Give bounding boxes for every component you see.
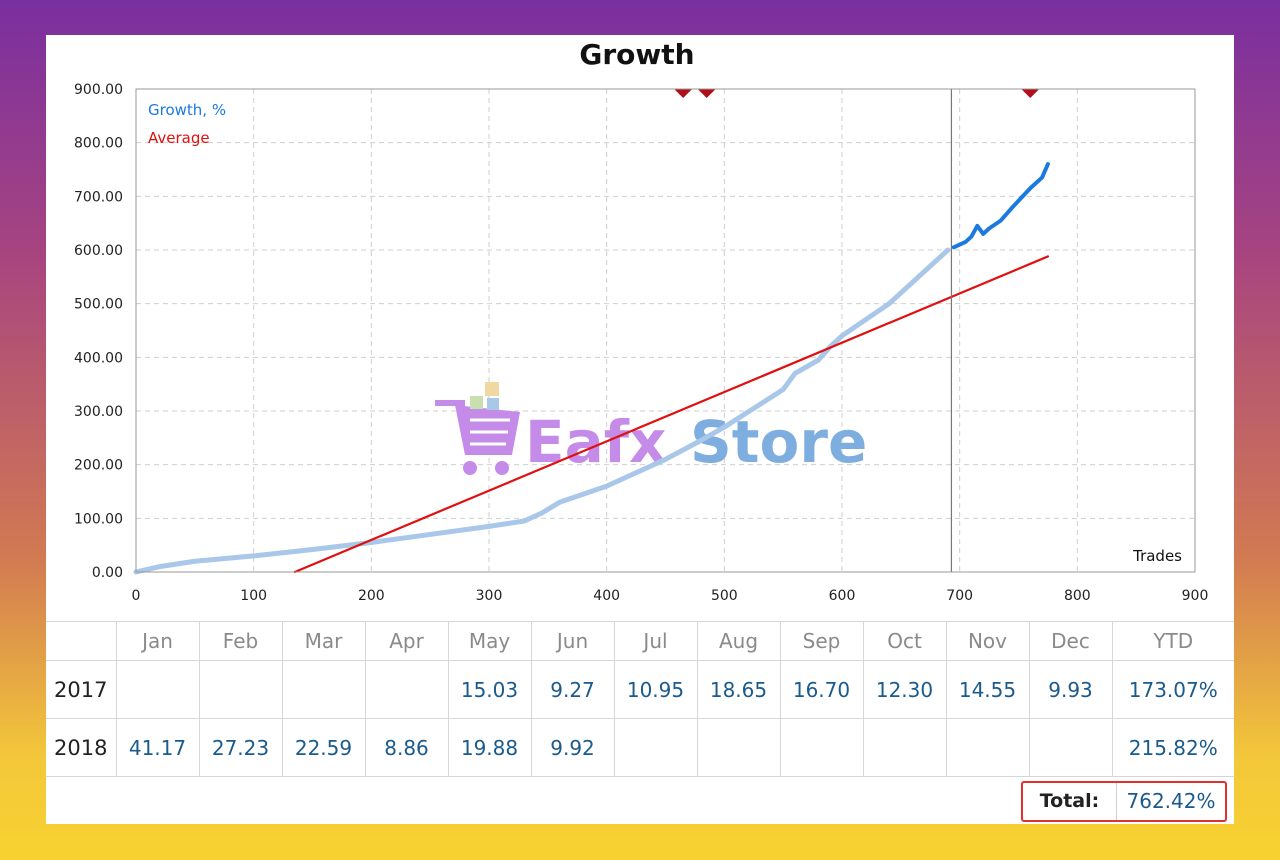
y-tick-label: 800.00 [74, 136, 123, 152]
x-tick-label: 100 [240, 588, 267, 604]
header-cell: Aug [696, 621, 781, 661]
total-row-spacer [46, 776, 1234, 823]
watermark-text-store: Store [690, 408, 867, 476]
header-cell: Dec [1028, 621, 1113, 661]
month-value-cell: 16.70 [779, 660, 864, 719]
month-value-cell: 9.92 [530, 718, 615, 777]
month-value-cell: 19.88 [447, 718, 532, 777]
total-value: 762.42% [1126, 789, 1216, 813]
total-row [46, 776, 1234, 823]
month-value-cell: 8.86 [364, 718, 449, 777]
legend-growth: Growth, % [148, 101, 226, 119]
header-cell: Oct [862, 621, 947, 661]
ytd-cell: 173.07% [1111, 660, 1234, 719]
total-label: Total: [1023, 783, 1117, 820]
y-tick-label: 900.00 [74, 82, 123, 98]
month-value-cell: 10.95 [613, 660, 698, 719]
x-axis-label: Trades [1132, 547, 1182, 565]
total-box: Total: 762.42% [1021, 781, 1227, 822]
header-cell: Nov [945, 621, 1030, 661]
header-cell: Sep [779, 621, 864, 661]
x-tick-label: 700 [946, 588, 973, 604]
y-tick-label: 0.00 [92, 565, 123, 581]
y-tick-label: 400.00 [74, 350, 123, 366]
x-tick-label: 500 [711, 588, 738, 604]
month-value-cell [198, 660, 283, 719]
header-cell: Mar [281, 621, 366, 661]
legend-average: Average [148, 129, 210, 147]
month-value-cell: 9.93 [1028, 660, 1113, 719]
growth-recent-line [951, 162, 1050, 250]
y-tick-label: 700.00 [74, 189, 123, 205]
table-row: 2018 41.17 27.23 22.59 8.86 19.88 9.92 2… [46, 718, 1234, 777]
x-tick-label: 600 [829, 588, 856, 604]
x-tick-label: 0 [132, 588, 141, 604]
monthly-growth-table: Jan Feb Mar Apr May Jun Jul Aug Sep Oct … [46, 621, 1234, 823]
x-tick-label: 200 [358, 588, 385, 604]
trade-marker-icon [697, 89, 716, 98]
x-tick-label: 400 [593, 588, 620, 604]
month-value-cell [696, 718, 781, 777]
header-cell [46, 621, 117, 661]
chart-grid [136, 89, 1195, 572]
y-tick-label: 300.00 [74, 404, 123, 420]
month-value-cell: 15.03 [447, 660, 532, 719]
average-line [293, 255, 1050, 574]
month-value-cell [281, 660, 366, 719]
month-value-cell [945, 718, 1030, 777]
y-tick-label: 100.00 [74, 511, 123, 527]
growth-chart: 0.00 100.00 200.00 300.00 400.00 500.00 600.00… [74, 82, 1209, 604]
y-axis-ticks: 0.00 100.00 200.00 300.00 400.00 500.00 600.00… [74, 82, 123, 581]
header-cell: Feb [198, 621, 283, 661]
trade-markers [674, 89, 1040, 98]
month-value-cell: 9.27 [530, 660, 615, 719]
month-value-cell: 22.59 [281, 718, 366, 777]
header-cell: YTD [1111, 621, 1234, 661]
month-value-cell [1028, 718, 1113, 777]
growth-history-line [133, 247, 951, 575]
x-tick-label: 900 [1182, 588, 1209, 604]
cart-logo-icon [435, 382, 520, 475]
y-tick-label: 500.00 [74, 297, 123, 313]
month-value-cell [862, 718, 947, 777]
month-value-cell [364, 660, 449, 719]
table-row: 2017 15.03 9.27 10.95 18.65 16.70 12.30 … [46, 660, 1234, 719]
trade-marker-icon [674, 89, 693, 98]
table-header-row: Jan Feb Mar Apr May Jun Jul Aug Sep Oct … [46, 621, 1234, 661]
header-cell: Jan [115, 621, 200, 661]
month-value-cell [779, 718, 864, 777]
y-tick-label: 200.00 [74, 458, 123, 474]
y-tick-label: 600.00 [74, 243, 123, 259]
x-axis-ticks: 0 100 200 300 400 500 600 700 800 900 [132, 588, 1209, 604]
month-value-cell [115, 660, 200, 719]
header-cell: Apr [364, 621, 449, 661]
x-tick-label: 800 [1064, 588, 1091, 604]
month-value-cell: 41.17 [115, 718, 200, 777]
plot-border [135, 88, 1196, 573]
month-value-cell [613, 718, 698, 777]
month-value-cell: 12.30 [862, 660, 947, 719]
x-tick-label: 300 [476, 588, 503, 604]
header-cell: Jul [613, 621, 698, 661]
chart-title: Growth [579, 38, 695, 71]
ytd-cell: 215.82% [1111, 718, 1234, 777]
month-value-cell: 27.23 [198, 718, 283, 777]
month-value-cell: 14.55 [945, 660, 1030, 719]
header-cell: May [447, 621, 532, 661]
year-cell: 2018 [46, 718, 117, 777]
eafx-store-watermark: Eafx Store [435, 382, 867, 476]
header-cell: Jun [530, 621, 615, 661]
year-cell: 2017 [46, 660, 117, 719]
month-value-cell: 18.65 [696, 660, 781, 719]
chart-series [133, 162, 1050, 575]
trade-marker-icon [1021, 89, 1040, 98]
